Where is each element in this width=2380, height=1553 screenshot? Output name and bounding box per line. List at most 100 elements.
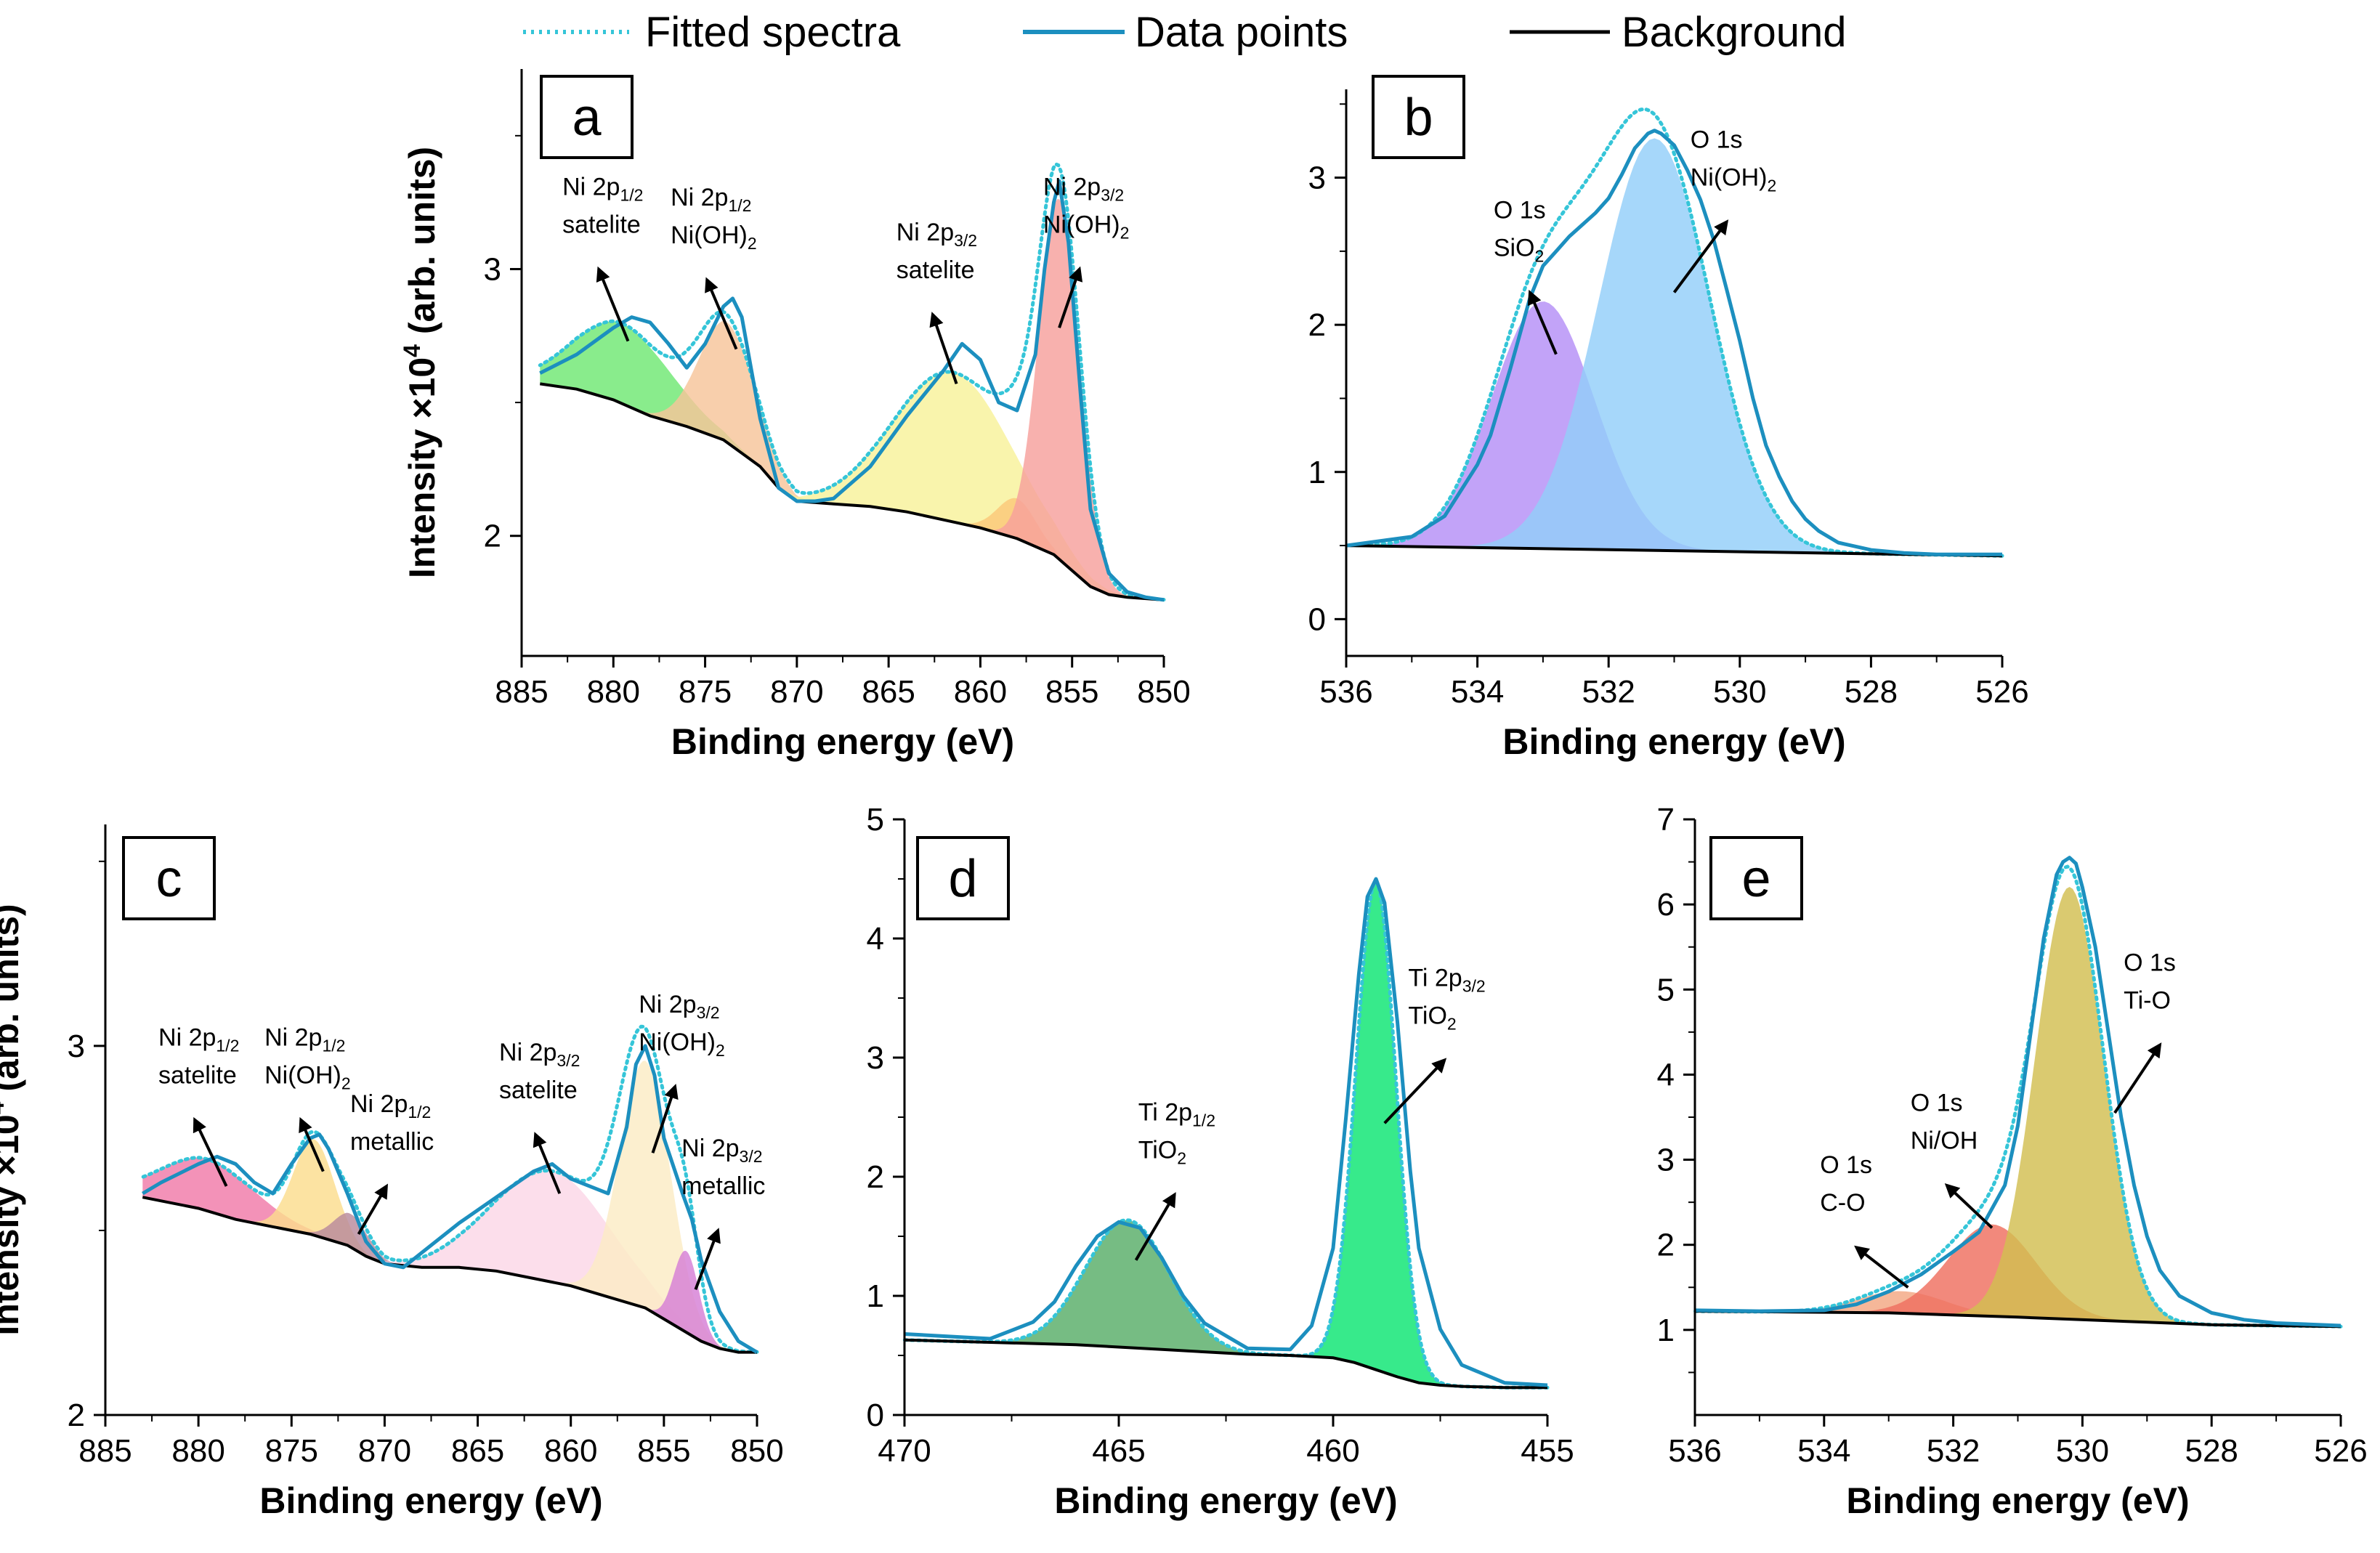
panel-b: 536 534 532 530 528 526 0 1 2 3 Binding energy (eV… [1308,75,2029,762]
y-tick-label-e-5: 6 [1657,887,1675,923]
x-tick-label-a-5: 860 [954,674,1007,710]
annotation-text: Ni(OH) [671,222,748,249]
annotation-arrow-c-0 [193,1116,228,1187]
annotation-subscript: 2 [716,1041,725,1060]
annotation-label-e-0-line1: O 1s [1820,1151,1872,1179]
peak-area-d-0 [950,1220,1306,1357]
y-axis-title-c: Intensity ×104 (arb. units) [0,904,26,1335]
data-points-line-a [539,179,1165,602]
annotation-text: Ni 2p [671,184,728,211]
annotation-label-e-1-line1: O 1s [1911,1090,1963,1117]
y-tick-label-b-0: 0 [1308,601,1326,637]
annotation-text: Ni(OH) [1691,163,1768,191]
annotation-label-b-1-line2: Ni(OH)2 [1691,163,1777,195]
peak-area-e-1 [1805,1224,2178,1323]
x-tick-label-a-0: 885 [495,674,548,710]
annotation-label-d-1-line2: TiO2 [1408,1002,1456,1033]
background-line-d [904,1338,1547,1390]
data-points-line-d [904,877,1548,1387]
background-line-b [1345,544,2003,558]
x-axis-title-b: Binding energy (eV) [1502,721,1845,762]
annotation-label-e-2-line2: Ti-O [2124,986,2171,1014]
annotation-label-d-0-line1: Ti 2p1/2 [1138,1099,1215,1130]
y-tick-label-d-5: 5 [867,802,884,838]
peak-area-a-4 [973,199,1146,599]
annotation-label-c-3-line2: satelite [499,1076,578,1104]
panel-d: 470 465 460 455 0 1 2 3 4 5 Binding energy (eV) d Ti… [867,802,1574,1521]
annotation-label-b-0-line2: SiO2 [1494,235,1544,266]
annotation-text: Ni(OH) [264,1062,341,1090]
annotation-subscript: 1/2 [620,185,643,204]
annotation-subscript: 2 [748,234,757,253]
x-tick-label-c-1: 880 [171,1433,224,1469]
panel-label-box-c [122,836,216,920]
data-points-line-b [1345,129,2002,556]
panel-label-box-b [1372,75,1465,159]
annotation-label-e-1-line2: Ni/OH [1911,1127,1978,1155]
x-tick-label-e-0: 536 [1668,1433,1721,1469]
y-tick-label-c-0: 2 [68,1398,85,1433]
annotation-text: Ni 2p [264,1024,322,1052]
annotation-label-c-0-line1: Ni 2p1/2 [158,1024,239,1055]
y-tick-label-e-0: 1 [1657,1313,1675,1348]
x-axis-title-d: Binding energy (eV) [1054,1480,1397,1521]
annotation-subscript: 1/2 [322,1037,345,1055]
x-tick-label-e-4: 528 [2185,1433,2238,1469]
panel-label-b: b [1404,89,1433,147]
annotation-text: Ti 2p [1408,964,1462,992]
x-tick-label-c-3: 870 [358,1433,411,1469]
annotation-subscript: 2 [1535,247,1545,266]
fitted-envelope-d [902,880,1550,1390]
panel-e: 536 534 532 530 528 526 1 2 3 4 5 6 7 Binding energy … [1657,802,2368,1521]
annotation-label-a-0-line2: satelite [562,211,641,238]
annotation-subscript: 1/2 [1192,1111,1215,1130]
background-line-e [1694,1310,2341,1329]
annotation-text: O 1s [1911,1090,1963,1117]
annotation-label-c-5-line2: metallic [681,1172,765,1200]
x-tick-label-a-2: 875 [679,674,732,710]
annotation-label-d-0-line2: TiO2 [1138,1137,1186,1168]
panel-label-box-d [916,836,1010,920]
annotation-arrow-c-5 [694,1228,721,1290]
annotation-label-c-1-line2: Ni(OH)2 [264,1062,351,1093]
annotation-arrow-c-1 [299,1116,325,1172]
x-tick-label-c-6: 855 [637,1433,690,1469]
annotation-subscript: 3/2 [1101,185,1124,204]
x-tick-label-a-3: 870 [770,674,823,710]
annotation-label-a-1-line2: Ni(OH)2 [671,222,757,253]
y-tick-label-b-1: 1 [1308,455,1326,490]
annotation-subscript: 1/2 [216,1037,239,1055]
y-axis-title-a: Intensity ×104 (arb. units) [399,147,442,578]
panel-label-d: d [948,850,977,908]
legend-data-label: Data points [1135,9,1348,56]
annotation-text: metallic [350,1128,434,1156]
annotation-label-e-2-line1: O 1s [2124,949,2176,976]
peak-area-c-2 [277,1212,425,1268]
annotation-label-a-0-line1: Ni 2p1/2 [562,173,643,204]
annotation-text: TiO [1408,1002,1447,1029]
x-tick-label-d-2: 460 [1306,1433,1359,1469]
x-tick-label-e-5: 526 [2314,1433,2367,1469]
annotation-arrow-a-0 [596,266,630,342]
annotation-arrow-e-2 [2113,1042,2162,1114]
annotation-arrow-a-3 [1058,266,1083,328]
panel-label-a: a [572,89,602,147]
annotation-subscript: 1/2 [728,196,751,215]
y-tick-label-e-1: 2 [1657,1228,1675,1263]
annotation-subscript: 3/2 [740,1147,763,1166]
annotation-subscript: 3/2 [954,231,977,250]
y-tick-label-e-3: 4 [1657,1057,1675,1092]
annotation-label-c-2-line1: Ni 2p1/2 [350,1090,431,1122]
peak-area-c-4 [538,1061,753,1353]
y-tick-label-b-2: 2 [1308,307,1326,343]
annotation-text: Ti 2p [1138,1099,1192,1127]
annotation-text: satelite [158,1062,237,1090]
x-axis-title-e: Binding energy (eV) [1846,1480,2189,1521]
peak-area-a-1 [608,321,846,505]
annotation-subscript: 3/2 [697,1003,720,1022]
panel-a: 885 880 875 870 865 860 855 850 2 3 Binding energy… [399,69,1191,762]
annotation-arrow-b-1 [1672,219,1729,293]
x-tick-label-b-3: 530 [1713,674,1766,710]
y-tick-label-b-3: 3 [1308,161,1326,196]
